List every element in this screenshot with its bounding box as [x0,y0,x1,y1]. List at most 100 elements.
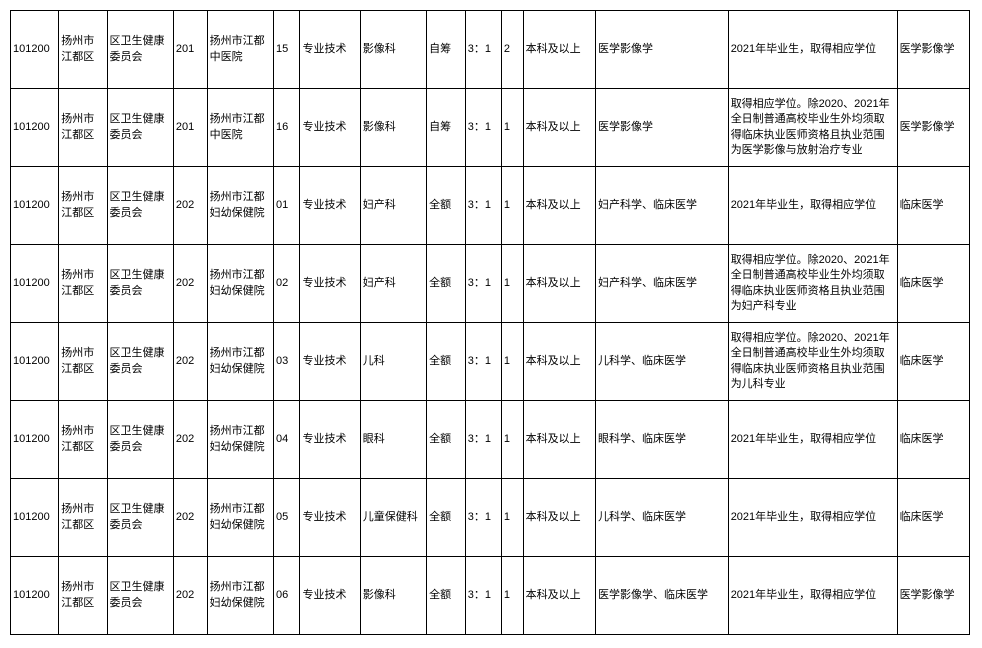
table-cell: 扬州市江都中医院 [207,11,273,89]
table-cell: 专业技术 [300,479,360,557]
table-cell: 影像科 [360,557,426,635]
table-row: 101200扬州市江都区区卫生健康委员会202扬州市江都妇幼保健院06专业技术影… [11,557,970,635]
recruitment-table: 101200扬州市江都区区卫生健康委员会201扬州市江都中医院15专业技术影像科… [10,10,970,635]
table-cell: 取得相应学位。除2020、2021年全日制普通高校毕业生外均须取得临床执业医师资… [728,89,897,167]
table-cell: 101200 [11,479,59,557]
table-cell: 医学影像学、临床医学 [596,557,729,635]
table-cell: 医学影像学 [596,89,729,167]
table-cell: 全额 [427,167,466,245]
table-cell: 101200 [11,323,59,401]
table-cell: 3：1 [465,245,501,323]
table-cell: 202 [173,401,207,479]
table-cell: 1 [501,557,523,635]
table-cell: 101200 [11,89,59,167]
table-cell: 扬州市江都妇幼保健院 [207,323,273,401]
table-cell: 2021年毕业生，取得相应学位 [728,557,897,635]
table-cell: 本科及以上 [523,167,595,245]
table-cell: 1 [501,89,523,167]
table-cell: 扬州市江都妇幼保健院 [207,167,273,245]
table-cell: 1 [501,323,523,401]
table-cell: 全额 [427,479,466,557]
table-cell: 专业技术 [300,323,360,401]
table-cell: 本科及以上 [523,11,595,89]
table-cell: 03 [273,323,300,401]
table-cell: 临床医学 [897,323,969,401]
table-cell: 1 [501,167,523,245]
table-cell: 全额 [427,323,466,401]
table-cell: 3：1 [465,167,501,245]
table-cell: 3：1 [465,401,501,479]
table-cell: 2021年毕业生，取得相应学位 [728,479,897,557]
table-cell: 区卫生健康委员会 [107,245,173,323]
table-cell: 取得相应学位。除2020、2021年全日制普通高校毕业生外均须取得临床执业医师资… [728,245,897,323]
table-cell: 06 [273,557,300,635]
table-cell: 202 [173,323,207,401]
table-cell: 扬州市江都区 [59,323,107,401]
table-cell: 区卫生健康委员会 [107,557,173,635]
table-cell: 2 [501,11,523,89]
table-cell: 影像科 [360,89,426,167]
table-cell: 2021年毕业生，取得相应学位 [728,167,897,245]
table-cell: 扬州市江都区 [59,245,107,323]
table-cell: 影像科 [360,11,426,89]
table-cell: 儿科学、临床医学 [596,323,729,401]
table-cell: 医学影像学 [897,89,969,167]
table-cell: 1 [501,401,523,479]
table-cell: 扬州市江都区 [59,557,107,635]
table-cell: 201 [173,89,207,167]
table-cell: 202 [173,167,207,245]
table-cell: 妇产科学、临床医学 [596,167,729,245]
table-cell: 眼科学、临床医学 [596,401,729,479]
table-cell: 本科及以上 [523,89,595,167]
table-cell: 扬州市江都中医院 [207,89,273,167]
table-cell: 医学影像学 [596,11,729,89]
table-cell: 专业技术 [300,401,360,479]
table-cell: 区卫生健康委员会 [107,11,173,89]
table-cell: 16 [273,89,300,167]
table-cell: 全额 [427,245,466,323]
table-cell: 202 [173,245,207,323]
table-cell: 201 [173,11,207,89]
table-cell: 临床医学 [897,167,969,245]
table-row: 101200扬州市江都区区卫生健康委员会202扬州市江都妇幼保健院03专业技术儿… [11,323,970,401]
table-row: 101200扬州市江都区区卫生健康委员会201扬州市江都中医院16专业技术影像科… [11,89,970,167]
table-cell: 专业技术 [300,11,360,89]
table-cell: 临床医学 [897,245,969,323]
table-cell: 01 [273,167,300,245]
table-cell: 眼科 [360,401,426,479]
table-cell: 本科及以上 [523,557,595,635]
table-cell: 儿科学、临床医学 [596,479,729,557]
table-cell: 区卫生健康委员会 [107,401,173,479]
table-cell: 妇产科 [360,167,426,245]
table-cell: 扬州市江都区 [59,401,107,479]
table-row: 101200扬州市江都区区卫生健康委员会202扬州市江都妇幼保健院01专业技术妇… [11,167,970,245]
table-cell: 05 [273,479,300,557]
table-cell: 2021年毕业生，取得相应学位 [728,11,897,89]
table-cell: 202 [173,479,207,557]
table-cell: 2021年毕业生，取得相应学位 [728,401,897,479]
table-cell: 区卫生健康委员会 [107,479,173,557]
table-cell: 专业技术 [300,245,360,323]
table-cell: 区卫生健康委员会 [107,167,173,245]
table-cell: 101200 [11,11,59,89]
table-cell: 本科及以上 [523,479,595,557]
table-cell: 3：1 [465,557,501,635]
table-cell: 区卫生健康委员会 [107,89,173,167]
table-cell: 3：1 [465,479,501,557]
table-cell: 妇产科 [360,245,426,323]
table-row: 101200扬州市江都区区卫生健康委员会201扬州市江都中医院15专业技术影像科… [11,11,970,89]
table-cell: 区卫生健康委员会 [107,323,173,401]
table-cell: 扬州市江都区 [59,89,107,167]
table-cell: 自筹 [427,11,466,89]
table-cell: 15 [273,11,300,89]
table-cell: 扬州市江都区 [59,11,107,89]
table-cell: 儿科 [360,323,426,401]
table-cell: 扬州市江都妇幼保健院 [207,557,273,635]
table-cell: 儿童保健科 [360,479,426,557]
table-cell: 全额 [427,557,466,635]
table-cell: 全额 [427,401,466,479]
table-row: 101200扬州市江都区区卫生健康委员会202扬州市江都妇幼保健院05专业技术儿… [11,479,970,557]
table-cell: 101200 [11,245,59,323]
table-cell: 扬州市江都妇幼保健院 [207,401,273,479]
table-cell: 1 [501,245,523,323]
